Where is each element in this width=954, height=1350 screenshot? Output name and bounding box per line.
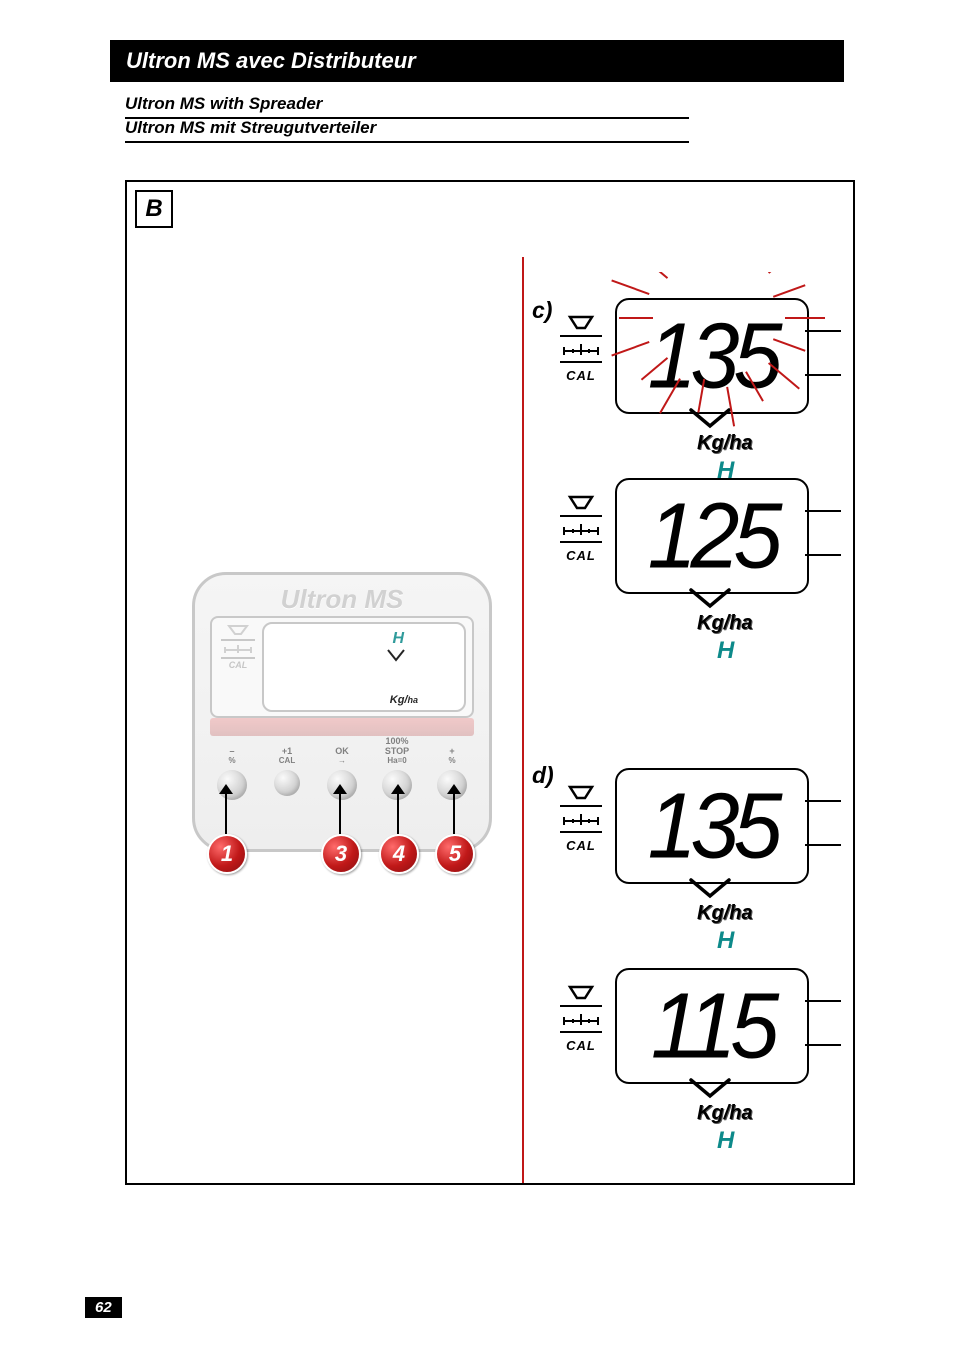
- arrow-down-icon: [687, 1076, 733, 1102]
- device-screen: H Kg/ha: [262, 622, 466, 712]
- pointer-arrow-icon: [333, 784, 347, 794]
- width-icon: [221, 642, 255, 654]
- display-c1: CAL135Kg/haH: [557, 312, 847, 462]
- hopper-icon: [564, 785, 598, 801]
- display-d2: CAL115Kg/haH: [557, 982, 847, 1132]
- tick: [805, 800, 841, 802]
- display-c2: CAL125Kg/haH: [557, 492, 847, 642]
- panel-b: B c) d) CAL135Kg/haHCAL125Kg/haHCAL135Kg…: [125, 180, 855, 1185]
- lcd-value: 115: [651, 980, 773, 1072]
- unit-label: Kg/ha: [697, 902, 753, 925]
- lcd-value: 135: [648, 780, 777, 872]
- device-button-row: –% +1CAL OK→ 100% STOPHa=0 +%: [210, 744, 474, 806]
- width-icon: [561, 811, 601, 827]
- header-title-de: Ultron MS mit Streugutverteiler: [125, 116, 689, 143]
- hopper-icon: [564, 985, 598, 1001]
- page: Ultron MS avec Distributeur Ultron MS wi…: [0, 0, 954, 1350]
- width-icon: [561, 1011, 601, 1027]
- cal-label: CAL: [557, 834, 605, 856]
- pointer-line: [225, 792, 227, 834]
- tick: [805, 1044, 841, 1046]
- device: Ultron MS CAL H Kg/ha –% +1CAL OK→ 100% STO…: [192, 572, 492, 852]
- cal-label: CAL: [557, 1034, 605, 1056]
- callout-5: 5: [435, 834, 475, 874]
- callout-3: 3: [321, 834, 361, 874]
- panel-letter: B: [135, 190, 173, 228]
- indicator-h: H: [717, 927, 734, 955]
- header-bar: Ultron MS avec Distributeur: [110, 40, 844, 82]
- button-labels: OK→: [320, 744, 364, 766]
- callout-1: 1: [207, 834, 247, 874]
- hopper-icon: [564, 495, 598, 511]
- button-labels: +1CAL: [265, 744, 309, 766]
- cal-label: CAL: [557, 544, 605, 566]
- pointer-arrow-icon: [219, 784, 233, 794]
- lcd-value: 125: [648, 490, 777, 582]
- device-button-2[interactable]: +1CAL: [265, 744, 309, 796]
- section-label-c: c): [532, 297, 552, 324]
- device-mini-icons: CAL: [218, 624, 258, 670]
- indicator-h: H: [717, 637, 734, 665]
- pointer-line: [339, 792, 341, 834]
- page-number: 62: [85, 1297, 122, 1318]
- button-orb: [274, 770, 300, 796]
- tick: [805, 844, 841, 846]
- tick: [805, 510, 841, 512]
- tick: [805, 554, 841, 556]
- width-icon: [561, 521, 601, 537]
- device-redstrip: [210, 718, 474, 736]
- unit-label: Kg/ha: [697, 1102, 753, 1125]
- indicator-h: H: [717, 1127, 734, 1155]
- tick: [805, 1000, 841, 1002]
- section-label-d: d): [532, 762, 554, 789]
- display-d1: CAL135Kg/haH: [557, 782, 847, 932]
- display-icons: CAL: [557, 982, 605, 1056]
- header-title-en: Ultron MS with Spreader: [125, 92, 689, 119]
- hopper-icon: [221, 624, 255, 636]
- pointer-arrow-icon: [391, 784, 405, 794]
- button-labels: +%: [430, 744, 474, 766]
- button-labels: –%: [210, 744, 254, 766]
- device-lcd: CAL H Kg/ha: [210, 616, 474, 718]
- arrow-down-icon: [687, 876, 733, 902]
- display-icons: CAL: [557, 782, 605, 856]
- red-divider: [522, 257, 524, 1183]
- display-icons: CAL: [557, 492, 605, 566]
- device-brand: Ultron MS: [192, 584, 492, 615]
- arrow-down-icon: [384, 648, 408, 664]
- device-cal-label: CAL: [218, 660, 258, 670]
- callout-4: 4: [379, 834, 419, 874]
- device-indicator: H: [392, 630, 404, 648]
- pointer-arrow-icon: [447, 784, 461, 794]
- pointer-line: [453, 792, 455, 834]
- unit-label: Kg/ha: [697, 612, 753, 635]
- lcd-box: 125: [615, 478, 809, 594]
- lcd-box: 135: [615, 768, 809, 884]
- header-title-fr: Ultron MS avec Distributeur: [126, 48, 416, 74]
- device-unit: Kg/ha: [390, 694, 418, 706]
- pointer-line: [397, 792, 399, 834]
- flash-burst-icon: [567, 272, 857, 442]
- button-labels: 100% STOPHa=0: [375, 744, 419, 766]
- lcd-box: 115: [615, 968, 809, 1084]
- arrow-down-icon: [687, 586, 733, 612]
